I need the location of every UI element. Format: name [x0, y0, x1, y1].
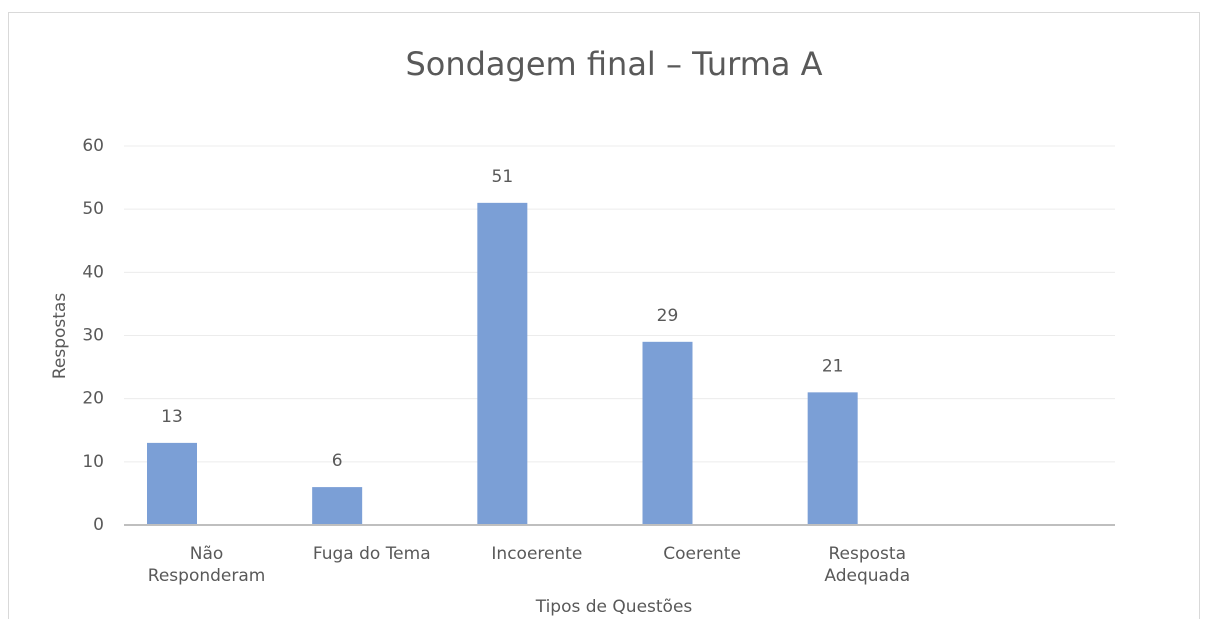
x-tick-label: Coerente: [663, 544, 741, 564]
data-label: 51: [492, 167, 514, 187]
data-label: 6: [332, 451, 343, 471]
x-tick-label: Resposta Adequada: [824, 544, 911, 586]
x-tick-label: Não Responderam: [147, 544, 266, 586]
data-label: 21: [822, 356, 844, 376]
y-tick-label: 30: [82, 326, 104, 346]
chart-border: [8, 12, 1200, 619]
x-tick-label: Incoerente: [491, 544, 583, 564]
x-tick-label: Fuga do Tema: [312, 544, 431, 564]
data-label: 29: [657, 306, 679, 326]
bar: [642, 341, 693, 525]
y-tick-label: 50: [82, 199, 104, 219]
y-axis-label: Respostas: [50, 293, 70, 379]
bar: [312, 487, 363, 525]
chart-title: Sondagem final – Turma A: [405, 45, 822, 83]
y-tick-label: 60: [82, 136, 104, 156]
y-tick-label: 20: [82, 389, 104, 409]
y-tick-label: 40: [82, 262, 104, 282]
y-tick-label: 0: [93, 515, 104, 535]
x-axis-label: Tipos de Questões: [535, 597, 693, 617]
bar: [147, 442, 197, 525]
y-tick-label: 10: [82, 452, 104, 472]
bar: [477, 202, 528, 525]
data-label: 13: [161, 407, 183, 427]
bar: [807, 392, 858, 525]
